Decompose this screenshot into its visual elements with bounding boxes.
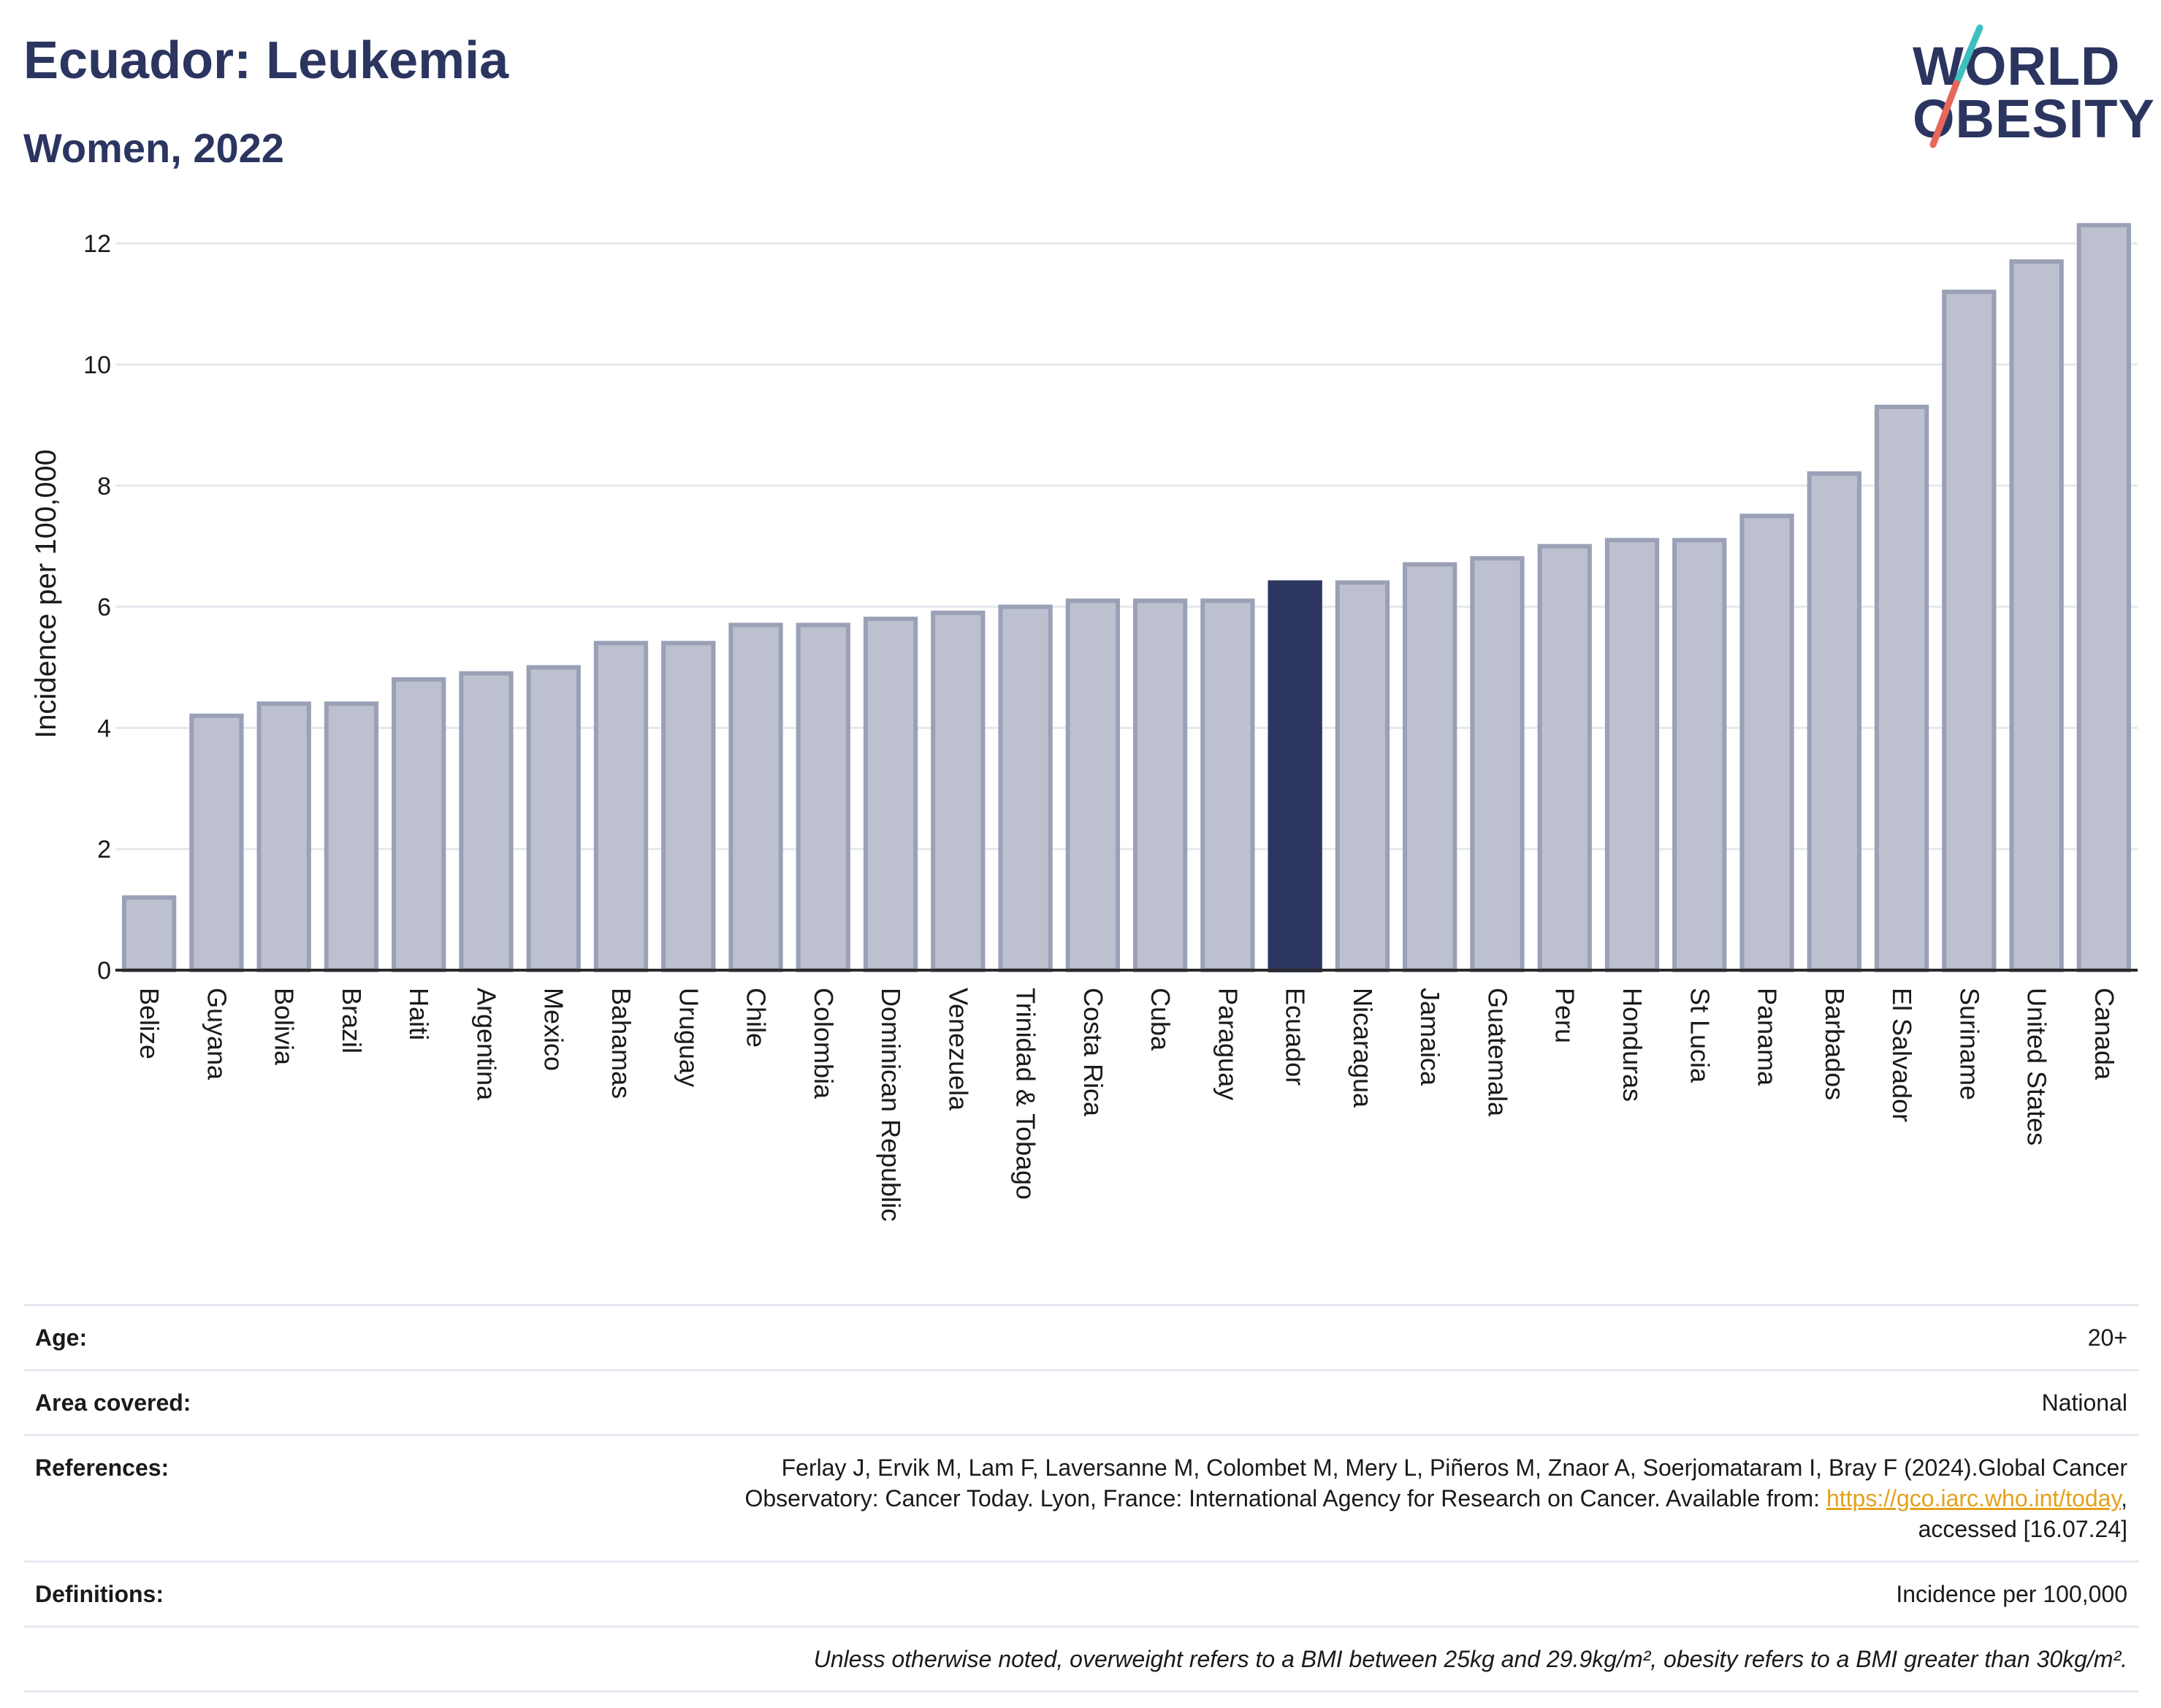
bar bbox=[728, 622, 783, 972]
bar bbox=[1604, 538, 1660, 972]
bar bbox=[1942, 289, 1997, 972]
y-tick-label: 8 bbox=[97, 473, 111, 500]
x-tick-label: Brazil bbox=[337, 988, 367, 1053]
x-tick-label: Trinidad & Tobago bbox=[1011, 988, 1041, 1200]
x-tick-label: St Lucia bbox=[1685, 988, 1715, 1083]
references-value: Ferlay J, Ervik M, Lam F, Laversanne M, … bbox=[744, 1452, 2127, 1544]
age-label: Age: bbox=[35, 1324, 88, 1351]
bmi-note: Unless otherwise noted, overweight refer… bbox=[813, 1646, 2127, 1672]
note-row: Unless otherwise noted, overweight refer… bbox=[23, 1625, 2139, 1693]
bar bbox=[2009, 259, 2064, 972]
x-tick-label: Canada bbox=[2089, 988, 2119, 1080]
area-row: Area covered: National bbox=[23, 1369, 2139, 1434]
x-tick-label: Dominican Republic bbox=[876, 988, 906, 1221]
area-value: National bbox=[2041, 1389, 2127, 1416]
world-obesity-logo: WORLD OBESITY bbox=[1899, 22, 2154, 153]
definitions-value: Incidence per 100,000 bbox=[1896, 1581, 2127, 1607]
x-tick-label: Honduras bbox=[1617, 988, 1647, 1102]
x-tick-label: Belize bbox=[134, 988, 164, 1059]
bar bbox=[324, 701, 379, 973]
bar bbox=[931, 610, 986, 972]
x-axis-labels: Belize Guyana Bolivia Brazil Haiti Argentina M… bbox=[134, 988, 2119, 1221]
bar bbox=[863, 617, 918, 973]
x-tick-label: Guyana bbox=[202, 988, 232, 1080]
y-tick-label: 6 bbox=[97, 594, 111, 622]
bar bbox=[1268, 580, 1322, 972]
x-tick-label: Argentina bbox=[471, 988, 501, 1101]
x-tick-label: Bahamas bbox=[606, 988, 636, 1099]
x-tick-label: Mexico bbox=[539, 988, 569, 1071]
bar bbox=[1807, 471, 1861, 972]
bar bbox=[998, 604, 1053, 972]
logo-slash-icon bbox=[1929, 24, 1983, 148]
x-tick-label: Peru bbox=[1550, 988, 1580, 1043]
bar bbox=[2076, 223, 2132, 972]
bar bbox=[661, 641, 716, 972]
definitions-row: Definitions: Incidence per 100,000 bbox=[23, 1560, 2139, 1625]
bar bbox=[1403, 562, 1457, 972]
y-axis-label: Incidence per 100,000 bbox=[30, 449, 62, 739]
y-axis-ticks: 0 2 4 6 8 10 12 bbox=[83, 230, 111, 985]
x-tick-label: Colombia bbox=[809, 988, 839, 1099]
bar bbox=[1335, 580, 1390, 972]
references-line-3: accessed [16.07.24] bbox=[1918, 1516, 2127, 1542]
x-tick-label: Cuba bbox=[1146, 988, 1175, 1051]
bar bbox=[121, 895, 177, 972]
references-row: References: Ferlay J, Ervik M, Lam F, La… bbox=[23, 1434, 2139, 1560]
x-tick-label: Ecuador bbox=[1281, 988, 1311, 1086]
references-line-2: Observatory: Cancer Today. Lyon, France:… bbox=[744, 1485, 1826, 1511]
bar bbox=[1537, 544, 1592, 972]
bar-chart: 0 2 4 6 8 10 12 Belize Guyana Bolivia Brazil Haiti… bbox=[30, 223, 2138, 1221]
x-tick-label: Bolivia bbox=[270, 988, 300, 1066]
x-tick-label: Barbados bbox=[1820, 988, 1850, 1100]
x-tick-label: Costa Rica bbox=[1078, 988, 1108, 1117]
age-row: Age: 20+ bbox=[23, 1304, 2139, 1369]
references-line-2-end: , bbox=[2121, 1485, 2127, 1511]
bar bbox=[1739, 514, 1794, 972]
y-tick-label: 4 bbox=[97, 714, 111, 742]
bar bbox=[1132, 598, 1188, 973]
bar bbox=[1065, 598, 1121, 973]
x-tick-label: Paraguay bbox=[1213, 988, 1243, 1100]
age-value: 20+ bbox=[2087, 1324, 2127, 1351]
logo-line-1: WORLD bbox=[1913, 36, 2121, 96]
x-tick-label: Nicaragua bbox=[1348, 988, 1378, 1108]
x-tick-label: Panama bbox=[1753, 988, 1783, 1086]
x-tick-label: Jamaica bbox=[1415, 988, 1445, 1086]
bar bbox=[593, 641, 649, 972]
bar bbox=[1874, 405, 1929, 972]
bar bbox=[256, 701, 311, 973]
references-line-1: Ferlay J, Ervik M, Lam F, Laversanne M, … bbox=[781, 1455, 2127, 1481]
chart-subtitle: Women, 2022 bbox=[23, 125, 284, 171]
bar bbox=[1470, 556, 1525, 972]
bar bbox=[526, 665, 581, 973]
y-tick-label: 2 bbox=[97, 836, 111, 863]
references-link[interactable]: https://gco.iarc.who.int/today bbox=[1826, 1485, 2122, 1511]
x-tick-label: El Salvador bbox=[1887, 988, 1917, 1122]
bar bbox=[1200, 598, 1255, 973]
bars bbox=[121, 223, 2132, 973]
y-tick-label: 0 bbox=[97, 957, 111, 985]
x-tick-label: Venezuela bbox=[943, 988, 973, 1111]
x-tick-label: Suriname bbox=[1954, 988, 1984, 1100]
y-tick-label: 10 bbox=[83, 351, 111, 379]
x-tick-label: United States bbox=[2022, 988, 2052, 1145]
bar bbox=[392, 677, 446, 972]
x-tick-label: Guatemala bbox=[1482, 988, 1512, 1117]
info-table: Age: 20+ Area covered: National Referenc… bbox=[23, 1304, 2139, 1693]
grid-lines bbox=[115, 242, 2138, 850]
x-tick-label: Uruguay bbox=[674, 988, 704, 1087]
bar bbox=[189, 713, 244, 972]
bar bbox=[459, 671, 514, 972]
bar bbox=[1672, 538, 1727, 972]
area-label: Area covered: bbox=[35, 1389, 191, 1416]
y-tick-label: 12 bbox=[83, 230, 111, 258]
x-tick-label: Haiti bbox=[404, 988, 434, 1040]
chart-title: Ecuador: Leukemia bbox=[23, 31, 509, 90]
bar bbox=[796, 622, 850, 972]
definitions-label: Definitions: bbox=[35, 1581, 164, 1607]
x-tick-label: Chile bbox=[742, 988, 771, 1048]
references-label: References: bbox=[35, 1455, 169, 1481]
